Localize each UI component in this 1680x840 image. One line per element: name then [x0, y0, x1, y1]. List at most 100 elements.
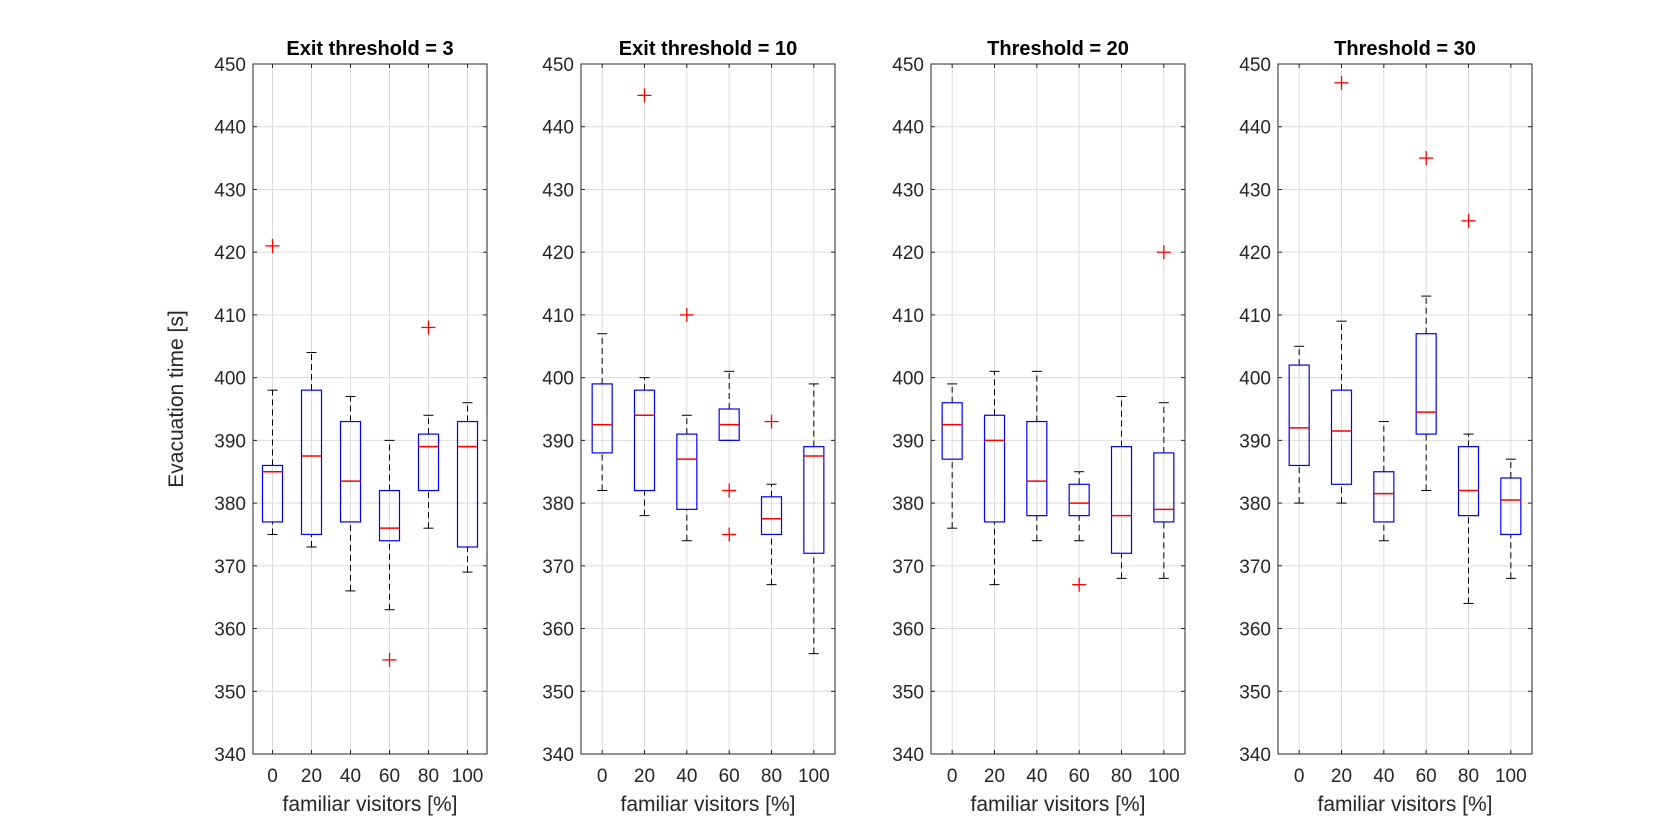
- y-tick-label: 360: [214, 620, 246, 641]
- x-tick-label: 40: [1026, 766, 1047, 787]
- box-100: [1500, 458, 1522, 579]
- x-tick-label: 100: [798, 766, 830, 787]
- y-tick-label: 370: [214, 557, 246, 578]
- y-tick-label: 400: [892, 369, 924, 390]
- box-20: [983, 370, 1006, 586]
- y-tick-label: 440: [1239, 118, 1271, 139]
- y-tick-label: 350: [892, 682, 924, 703]
- iqr-box: [1068, 483, 1090, 517]
- iqr-box: [456, 420, 479, 548]
- outlier-marker: [421, 320, 436, 335]
- iqr-box: [1500, 477, 1522, 536]
- x-tick-label: 20: [634, 766, 655, 787]
- y-tick-label: 410: [892, 306, 924, 327]
- iqr-box: [261, 464, 284, 523]
- axes-frame: [930, 63, 1186, 755]
- x-tick-label: 60: [1069, 766, 1090, 787]
- outlier-marker: [1419, 151, 1434, 166]
- y-tick-label: 370: [892, 557, 924, 578]
- x-axis-label: familiar visitors [%]: [1317, 793, 1492, 816]
- y-tick-label: 420: [214, 243, 246, 264]
- outlier-marker: [382, 652, 397, 667]
- x-tick-label: 60: [379, 766, 400, 787]
- y-tick-label: 400: [1239, 369, 1271, 390]
- x-tick-label: 100: [1148, 766, 1180, 787]
- x-tick-label: 20: [984, 766, 1005, 787]
- y-tick-label: 440: [214, 118, 246, 139]
- x-tick-label: 40: [340, 766, 361, 787]
- y-tick-label: 420: [542, 243, 574, 264]
- iqr-box: [803, 446, 825, 554]
- y-tick-label: 340: [214, 745, 246, 766]
- outlier-marker: [637, 88, 652, 103]
- outlier-marker: [265, 238, 280, 253]
- iqr-box: [760, 496, 783, 536]
- outlier-marker: [1072, 577, 1087, 592]
- outlier-marker: [1334, 75, 1349, 90]
- y-tick-label: 370: [1239, 557, 1271, 578]
- y-tick-label: 390: [542, 431, 574, 452]
- panel-title: Exit threshold = 10: [619, 38, 797, 60]
- iqr-box: [339, 420, 362, 523]
- y-tick-label: 450: [214, 55, 246, 76]
- y-tick-label: 450: [892, 55, 924, 76]
- y-tick-label: 350: [214, 682, 246, 703]
- box-0: [261, 238, 284, 535]
- panel-1: 340 350 360 370 380 390 400 410 420 430 440 450 0 20 4…: [165, 38, 488, 816]
- y-tick-label: 420: [1239, 243, 1271, 264]
- box-100: [456, 402, 479, 573]
- iqr-box: [941, 402, 963, 460]
- y-tick-label: 360: [542, 620, 574, 641]
- outlier-marker: [764, 414, 779, 429]
- axes-frame: [252, 63, 488, 755]
- box-60: [1415, 151, 1437, 492]
- y-tick-label: 430: [1239, 180, 1271, 201]
- iqr-box: [1457, 446, 1480, 517]
- x-tick-label: 80: [761, 766, 782, 787]
- iqr-box: [300, 389, 323, 536]
- box-100: [1153, 245, 1175, 579]
- box-80: [1457, 213, 1480, 604]
- iqr-box: [1415, 333, 1437, 435]
- panel-2: 340 350 360 370 380 390 400 410 420 430 440 450 0 20 4…: [542, 38, 836, 816]
- x-tick-label: 20: [1331, 766, 1352, 787]
- y-tick-label: 450: [542, 55, 574, 76]
- iqr-box: [633, 389, 656, 492]
- box-20: [1330, 75, 1353, 504]
- x-tick-label: 0: [267, 766, 278, 787]
- y-tick-label: 360: [892, 620, 924, 641]
- y-tick-label: 430: [214, 180, 246, 201]
- box-40: [339, 395, 362, 592]
- box-80: [417, 320, 440, 529]
- x-tick-label: 80: [1458, 766, 1479, 787]
- box-0: [1288, 345, 1310, 504]
- x-tick-label: 80: [1111, 766, 1132, 787]
- iqr-box: [591, 383, 613, 454]
- panel-title: Threshold = 30: [1334, 38, 1476, 60]
- iqr-box: [417, 433, 440, 492]
- x-tick-label: 60: [719, 766, 740, 787]
- x-tick-label: 40: [1373, 766, 1394, 787]
- x-tick-label: 60: [1416, 766, 1437, 787]
- y-tick-label: 350: [1239, 682, 1271, 703]
- panel-4: 340 350 360 370 380 390 400 410 420 430 440 450 0 20 4…: [1239, 38, 1533, 816]
- y-tick-label: 380: [1239, 494, 1271, 515]
- x-axis-label: familiar visitors [%]: [282, 793, 457, 816]
- x-tick-label: 0: [597, 766, 608, 787]
- outlier-marker: [722, 527, 737, 542]
- y-tick-label: 420: [892, 243, 924, 264]
- box-40: [1026, 370, 1048, 542]
- x-tick-label: 100: [452, 766, 484, 787]
- y-tick-label: 390: [214, 431, 246, 452]
- x-tick-label: 100: [1495, 766, 1527, 787]
- box-60: [718, 370, 740, 542]
- outlier-marker: [1461, 213, 1476, 228]
- iqr-box: [378, 489, 401, 542]
- y-tick-label: 410: [1239, 306, 1271, 327]
- y-tick-label: 400: [214, 369, 246, 390]
- iqr-box: [983, 414, 1006, 523]
- y-tick-label: 380: [542, 494, 574, 515]
- y-tick-label: 340: [1239, 745, 1271, 766]
- iqr-box: [1110, 446, 1133, 554]
